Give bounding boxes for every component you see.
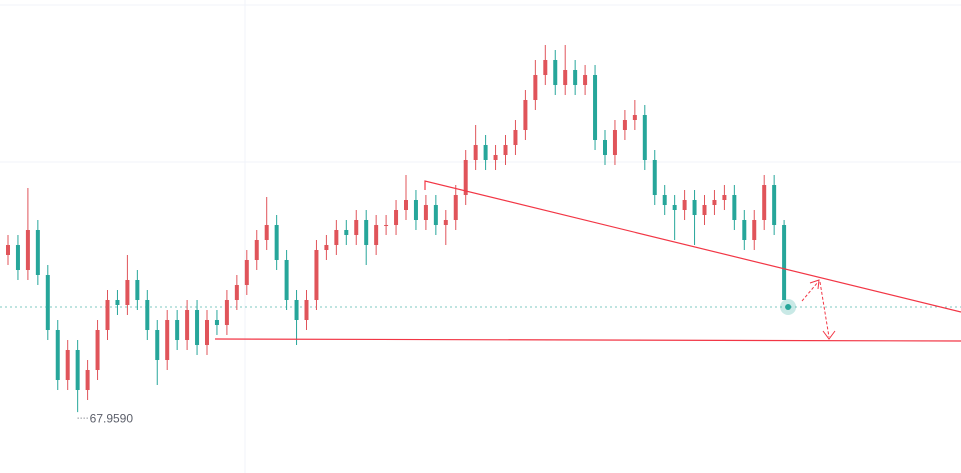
candle-body [622, 120, 627, 130]
candle-body [175, 320, 180, 340]
candle-body [762, 185, 767, 220]
candle-body [394, 210, 399, 225]
candle-body [503, 145, 508, 155]
candle-body [702, 205, 707, 215]
candle-body [334, 230, 339, 245]
candle-body [234, 285, 239, 300]
candle-body [294, 300, 299, 320]
candle-body [712, 200, 717, 205]
candle-body [563, 70, 568, 85]
arrow-head [822, 330, 836, 340]
candle-body [155, 330, 160, 360]
arrow-head [809, 279, 820, 290]
candle-body [483, 145, 488, 160]
low-label: 67.9590 [90, 411, 134, 425]
candle-body [304, 300, 309, 320]
candle-body [453, 195, 458, 220]
candle-body [254, 240, 259, 260]
candle-body [95, 330, 100, 370]
candle-body [433, 205, 438, 225]
candle-body [324, 245, 329, 250]
candle-body [384, 225, 389, 226]
candle-body [573, 70, 578, 85]
candle-body [224, 300, 229, 325]
candle-body [413, 200, 418, 220]
candle-body [782, 225, 787, 300]
candle-body [6, 245, 10, 255]
candle-body [632, 115, 637, 120]
trendline [424, 180, 961, 313]
candle-body [354, 220, 359, 235]
candle-body [583, 75, 588, 85]
candle-body [214, 320, 219, 325]
candle-body [463, 160, 468, 195]
candle-body [443, 220, 448, 225]
candle-body [652, 160, 657, 195]
candle-body [513, 130, 518, 145]
candle-body [374, 225, 379, 245]
candle-body [593, 75, 598, 140]
candle-body [523, 100, 528, 130]
arrow [819, 281, 830, 338]
candle-body [55, 330, 60, 380]
candle-body [105, 300, 110, 330]
candle-body [533, 75, 538, 100]
candle-body [135, 280, 140, 300]
candle-body [742, 220, 747, 240]
candle-body [185, 310, 190, 340]
candle-body [493, 155, 498, 160]
candle-body [682, 200, 687, 210]
candle-body [45, 275, 50, 330]
candle-body [772, 185, 777, 225]
candle-body [732, 195, 737, 220]
candle-body [85, 370, 90, 390]
candle-body [25, 230, 30, 270]
candle-body [722, 195, 727, 200]
candle-body [603, 140, 607, 155]
candle-body [553, 60, 558, 85]
candle-body [672, 205, 677, 210]
candle-body [195, 310, 200, 345]
arrow [801, 281, 819, 302]
candle-body [65, 350, 70, 380]
candle-body [692, 200, 697, 215]
candle-body [274, 225, 279, 260]
candle-body [543, 60, 548, 75]
drawings [214, 180, 961, 342]
candle-body [115, 300, 120, 305]
candle-body [344, 230, 349, 235]
candle-body [244, 260, 249, 285]
candle-body [314, 250, 319, 300]
candle-body [264, 225, 269, 240]
candle-body [612, 130, 617, 155]
candle-body [125, 280, 130, 305]
plot: 67.9590 [0, 45, 961, 425]
candle-body [35, 230, 40, 275]
candle-body [284, 260, 289, 300]
candle-body [662, 195, 667, 205]
candle-body [364, 220, 369, 245]
last-price-dot [785, 304, 792, 310]
candle-body [15, 245, 20, 270]
candle-body [205, 320, 209, 345]
candle-body [642, 115, 647, 160]
candle-body [145, 300, 150, 330]
support-line [214, 338, 961, 342]
candle-body [404, 200, 408, 210]
candle-body [752, 220, 757, 240]
candle-body [165, 320, 170, 360]
candle-body [75, 350, 80, 390]
candle-body [473, 145, 478, 160]
candle-body [423, 205, 428, 220]
